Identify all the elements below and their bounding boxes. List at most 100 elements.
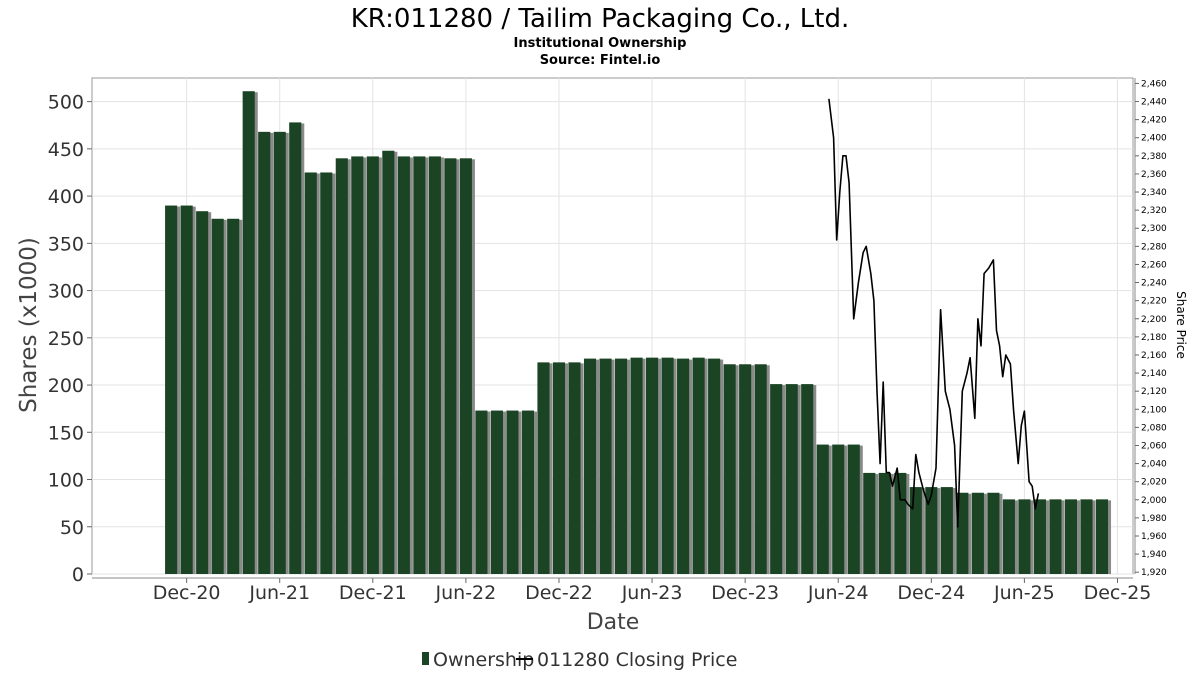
ownership-bar <box>506 410 519 574</box>
ownership-bar <box>801 384 814 574</box>
ownership-bar <box>692 357 705 574</box>
ownership-bar <box>630 357 643 574</box>
ownership-bar <box>987 492 1000 574</box>
y-tick-label: 0 <box>72 564 84 586</box>
ownership-bar <box>1002 499 1015 574</box>
legend-price-label: 011280 Closing Price <box>537 649 737 671</box>
legend-ownership-label: Ownership <box>433 649 534 671</box>
ownership-bar <box>583 358 597 574</box>
x-tick-label: Dec-21 <box>339 582 407 604</box>
y-tick-label: 350 <box>48 233 84 255</box>
ownership-bar <box>863 472 876 574</box>
ownership-bar <box>211 218 224 574</box>
ownership-bar <box>723 364 736 574</box>
y2-tick-label: 1,960 <box>1141 532 1167 542</box>
ownership-bar <box>1080 499 1093 574</box>
ownership-bar <box>785 384 798 574</box>
y-tick-label: 150 <box>48 422 84 444</box>
ownership-bar <box>335 158 348 575</box>
ownership-bar <box>739 364 752 574</box>
ownership-bar <box>273 131 286 574</box>
x-tick-label: Dec-22 <box>525 582 593 604</box>
ownership-bar <box>227 218 240 574</box>
legend: Ownership 011280 Closing Price <box>422 649 737 671</box>
y2-tick-label: 2,020 <box>1141 478 1167 488</box>
chart-subtitle: Institutional Ownership <box>514 36 687 51</box>
ownership-bar <box>1018 499 1031 574</box>
ownership-bar <box>366 156 379 575</box>
y2-tick-label: 2,280 <box>1141 242 1167 252</box>
y2-tick-label: 2,400 <box>1141 134 1167 144</box>
y2-tick-label: 2,420 <box>1141 116 1167 126</box>
ownership-bar <box>459 158 472 575</box>
ownership-bar <box>1033 499 1046 574</box>
ownership-bar <box>1049 499 1062 574</box>
y2-tick-label: 2,140 <box>1141 369 1167 379</box>
y2-tick-label: 2,180 <box>1141 333 1167 343</box>
ownership-bar <box>320 172 333 574</box>
ownership-bar <box>413 156 426 575</box>
bars-layer <box>165 91 1112 575</box>
y-tick-label: 300 <box>48 281 84 303</box>
ownership-bar <box>661 357 674 574</box>
ownership-bar <box>646 357 659 574</box>
y2-tick-label: 2,260 <box>1141 260 1167 270</box>
ownership-bar <box>677 358 690 574</box>
closing-price-line <box>828 98 1040 528</box>
ownership-bar <box>382 150 395 574</box>
chart-source: Source: Fintel.io <box>540 53 661 68</box>
x-tick-label: Dec-20 <box>153 582 221 604</box>
ownership-bar <box>165 205 178 575</box>
ownership-bar <box>754 364 767 574</box>
ownership-bar <box>894 472 907 574</box>
y2-tick-label: 2,360 <box>1141 170 1167 180</box>
x-tick-label: Dec-24 <box>897 582 965 604</box>
price-layer <box>828 98 1040 528</box>
y2-tick-label: 2,380 <box>1141 152 1167 162</box>
y2-tick-label: 2,060 <box>1141 441 1167 451</box>
ownership-bar <box>770 384 783 574</box>
y2-tick-label: 1,940 <box>1141 550 1167 560</box>
ownership-bar <box>180 205 193 575</box>
ownership-bar <box>909 487 922 574</box>
y2-tick-label: 2,320 <box>1141 206 1167 216</box>
y2-axis-label: Share Price <box>1174 291 1188 359</box>
x-axis-label: Date <box>587 610 640 635</box>
ownership-bar <box>397 156 410 575</box>
y-axis-label: Shares (x1000) <box>16 237 42 413</box>
y2-tick-label: 2,440 <box>1141 98 1167 108</box>
ownership-bar <box>351 156 364 575</box>
ownership-bar <box>708 358 721 574</box>
ownership-bar <box>289 122 302 574</box>
y-tick-label: 500 <box>48 92 84 114</box>
ownership-bar <box>258 131 271 574</box>
ownership-bar <box>475 410 488 574</box>
y-tick-label: 450 <box>48 139 84 161</box>
ownership-bar <box>444 158 457 575</box>
x-tick-label: Jun-25 <box>993 582 1055 604</box>
y2-tick-label: 2,100 <box>1141 405 1167 415</box>
ownership-bar <box>599 358 612 574</box>
ownership-bar <box>242 91 255 574</box>
y-tick-label: 50 <box>60 517 84 539</box>
ownership-bar <box>196 211 209 574</box>
y2-tick-label: 2,000 <box>1141 496 1167 506</box>
y-tick-label: 400 <box>48 186 84 208</box>
ownership-bar <box>878 472 891 574</box>
ownership-bar <box>304 172 317 574</box>
ownership-bar <box>568 362 581 574</box>
y-tick-label: 200 <box>48 375 84 397</box>
ownership-bar <box>614 358 628 574</box>
y-tick-label: 100 <box>48 470 84 492</box>
y2-tick-label: 2,160 <box>1141 351 1167 361</box>
y2-tick-label: 2,080 <box>1141 423 1167 433</box>
ownership-bar <box>537 362 550 574</box>
x-tick-label: Jun-23 <box>621 582 683 604</box>
x-tick-label: Jun-24 <box>807 582 869 604</box>
ownership-bar <box>847 444 860 574</box>
x-tick-label: Dec-23 <box>711 582 779 604</box>
y2-tick-label: 1,980 <box>1141 514 1167 524</box>
ownership-bar <box>816 444 829 574</box>
ownership-bar <box>552 362 566 574</box>
